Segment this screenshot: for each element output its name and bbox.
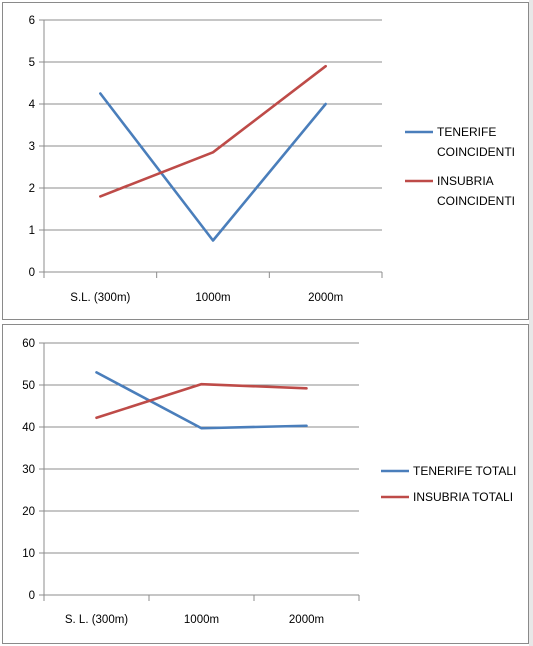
legend-label: TENERIFE: [437, 125, 496, 139]
chart-panel-top[interactable]: 0 1 2 3 4 5 6 S.L. (300m) 1000m 2000m TENERIFE COIN…: [2, 2, 529, 320]
legend-label: COINCIDENTI: [437, 194, 515, 208]
line-chart-totali: 0 10 20 30 40 50 60 S. L. (300m) 1000m 2000m TENER…: [22, 338, 516, 626]
y-tick-label: 30: [22, 464, 35, 476]
y-tick-label: 2: [29, 183, 35, 195]
y-tick-label: 0: [29, 267, 35, 279]
series-line-1: [99, 64, 327, 198]
y-tick-label: 5: [29, 57, 35, 69]
legend-label: TENERIFE TOTALI: [413, 464, 516, 478]
line-chart-coincidenti: 0 1 2 3 4 5 6 S.L. (300m) 1000m 2000m TENERIFE COIN…: [29, 15, 515, 304]
y-tick-label: 60: [22, 338, 35, 350]
legend-label: INSUBRIA: [437, 174, 494, 188]
y-tick-label: 1: [29, 225, 35, 237]
y-tick-label: 50: [22, 380, 35, 392]
y-tick-label: 3: [29, 141, 35, 153]
y-tick-label: 6: [29, 15, 35, 27]
x-tick-label: 1000m: [195, 292, 230, 304]
series-line-0: [95, 371, 308, 430]
y-tick-label: 40: [22, 422, 35, 434]
legend-label: INSUBRIA TOTALI: [413, 490, 513, 504]
legend-label: COINCIDENTI: [437, 145, 515, 159]
x-tick-label: S.L. (300m): [70, 292, 130, 304]
y-tick-label: 4: [29, 99, 36, 111]
y-tick-label: 0: [29, 590, 35, 602]
x-tick-label: S. L. (300m): [65, 614, 128, 626]
sheet-edge-strip: [529, 0, 533, 646]
x-tick-label: 2000m: [289, 614, 324, 626]
y-tick-label: 10: [22, 548, 35, 560]
series-line-0: [99, 92, 327, 242]
x-tick-label: 2000m: [308, 292, 343, 304]
y-tick-label: 20: [22, 506, 35, 518]
x-tick-label: 1000m: [184, 614, 219, 626]
chart-panel-bottom[interactable]: 0 10 20 30 40 50 60 S. L. (300m) 1000m 2000m TENER…: [2, 324, 529, 644]
